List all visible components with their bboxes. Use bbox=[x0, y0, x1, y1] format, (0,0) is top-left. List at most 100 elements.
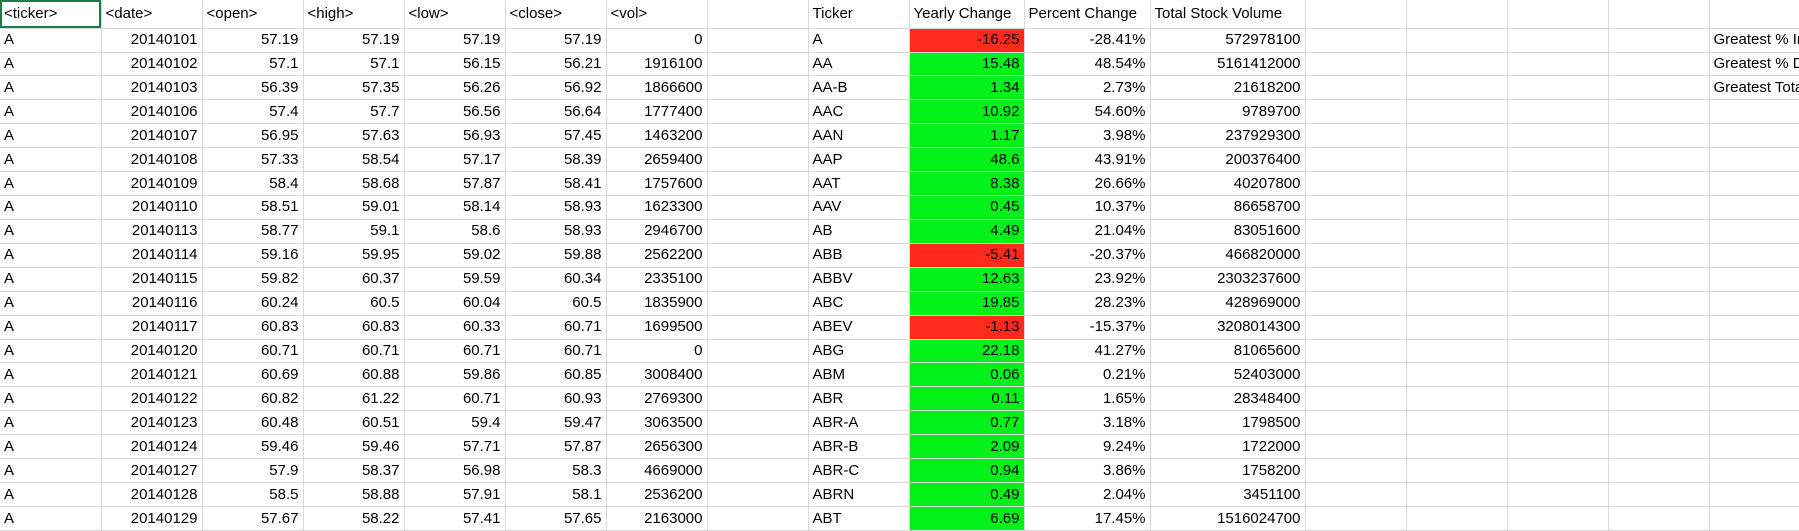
raw-data-cell[interactable]: 57.1 bbox=[202, 52, 304, 77]
raw-data-cell[interactable]: A bbox=[0, 362, 102, 388]
raw-data-cell[interactable]: 56.15 bbox=[404, 52, 506, 77]
empty-cell[interactable] bbox=[1406, 386, 1508, 412]
empty-cell[interactable] bbox=[1608, 410, 1710, 436]
raw-data-cell[interactable]: 56.21 bbox=[505, 52, 607, 77]
empty-cell[interactable] bbox=[707, 28, 809, 53]
percent-change-cell[interactable]: 2.04% bbox=[1024, 482, 1151, 508]
raw-data-cell[interactable]: 57.33 bbox=[202, 147, 304, 173]
empty-cell[interactable] bbox=[1608, 434, 1710, 460]
raw-data-cell[interactable]: 60.24 bbox=[202, 291, 304, 316]
percent-change-cell[interactable]: 1.65% bbox=[1024, 386, 1151, 412]
empty-cell[interactable] bbox=[1305, 291, 1407, 316]
yearly-change-cell[interactable]: 4.49 bbox=[909, 219, 1025, 244]
empty-cell[interactable] bbox=[1608, 123, 1710, 149]
summary-column-header[interactable]: Ticker bbox=[808, 0, 910, 29]
empty-cell[interactable] bbox=[1709, 362, 1799, 388]
empty-cell[interactable] bbox=[1305, 386, 1407, 412]
summary-ticker-cell[interactable]: ABM bbox=[808, 362, 910, 388]
total-volume-cell[interactable]: 81065600 bbox=[1150, 339, 1306, 364]
raw-data-cell[interactable]: 59.16 bbox=[202, 243, 304, 268]
raw-data-cell[interactable]: 2562200 bbox=[606, 243, 708, 268]
raw-data-cell[interactable]: A bbox=[0, 482, 102, 508]
summary-ticker-cell[interactable]: ABBV bbox=[808, 267, 910, 292]
yearly-change-cell[interactable]: 10.92 bbox=[909, 99, 1025, 125]
raw-data-cell[interactable]: A bbox=[0, 410, 102, 436]
raw-data-cell[interactable]: 58.4 bbox=[202, 171, 304, 197]
total-volume-cell[interactable]: 1516024700 bbox=[1150, 506, 1306, 531]
raw-data-cell[interactable]: 57.87 bbox=[404, 171, 506, 197]
empty-cell[interactable] bbox=[1507, 339, 1609, 364]
raw-data-cell[interactable]: 59.59 bbox=[404, 267, 506, 292]
empty-cell[interactable] bbox=[1709, 458, 1799, 484]
raw-column-header[interactable]: <ticker> bbox=[0, 0, 102, 29]
yearly-change-cell[interactable]: 48.6 bbox=[909, 147, 1025, 173]
empty-cell[interactable] bbox=[1507, 458, 1609, 484]
empty-cell[interactable] bbox=[707, 410, 809, 436]
raw-data-cell[interactable]: 59.01 bbox=[303, 195, 405, 220]
raw-data-cell[interactable]: A bbox=[0, 99, 102, 125]
empty-cell[interactable] bbox=[1507, 219, 1609, 244]
empty-cell[interactable] bbox=[1709, 195, 1799, 220]
raw-data-cell[interactable]: 57.19 bbox=[505, 28, 607, 53]
empty-cell[interactable] bbox=[1608, 99, 1710, 125]
yearly-change-cell[interactable]: 0.49 bbox=[909, 482, 1025, 508]
percent-change-cell[interactable]: -20.37% bbox=[1024, 243, 1151, 268]
raw-data-cell[interactable]: 58.77 bbox=[202, 219, 304, 244]
raw-data-cell[interactable]: 59.86 bbox=[404, 362, 506, 388]
empty-cell[interactable] bbox=[1406, 315, 1508, 340]
empty-cell[interactable] bbox=[707, 0, 809, 29]
empty-cell[interactable] bbox=[1608, 147, 1710, 173]
empty-cell[interactable] bbox=[1305, 267, 1407, 292]
summary-ticker-cell[interactable]: ABEV bbox=[808, 315, 910, 340]
raw-data-cell[interactable]: 60.71 bbox=[505, 315, 607, 340]
raw-data-cell[interactable]: 59.02 bbox=[404, 243, 506, 268]
total-volume-cell[interactable]: 1758200 bbox=[1150, 458, 1306, 484]
empty-cell[interactable] bbox=[1507, 267, 1609, 292]
total-volume-cell[interactable]: 1722000 bbox=[1150, 434, 1306, 460]
raw-data-cell[interactable]: 20140117 bbox=[101, 315, 203, 340]
raw-data-cell[interactable]: 57.9 bbox=[202, 458, 304, 484]
raw-data-cell[interactable]: 58.39 bbox=[505, 147, 607, 173]
raw-data-cell[interactable]: 58.41 bbox=[505, 171, 607, 197]
raw-data-cell[interactable]: 61.22 bbox=[303, 386, 405, 412]
empty-cell[interactable] bbox=[707, 147, 809, 173]
raw-data-cell[interactable]: A bbox=[0, 458, 102, 484]
yearly-change-cell[interactable]: 22.18 bbox=[909, 339, 1025, 364]
yearly-change-cell[interactable]: 1.17 bbox=[909, 123, 1025, 149]
empty-cell[interactable] bbox=[1406, 171, 1508, 197]
empty-cell[interactable] bbox=[1507, 386, 1609, 412]
raw-data-cell[interactable]: 56.98 bbox=[404, 458, 506, 484]
empty-cell[interactable] bbox=[1305, 123, 1407, 149]
empty-cell[interactable] bbox=[707, 291, 809, 316]
raw-data-cell[interactable]: 20140127 bbox=[101, 458, 203, 484]
summary-ticker-cell[interactable]: AAN bbox=[808, 123, 910, 149]
empty-cell[interactable] bbox=[1305, 0, 1407, 29]
raw-data-cell[interactable]: A bbox=[0, 171, 102, 197]
raw-data-cell[interactable]: 57.19 bbox=[202, 28, 304, 53]
raw-data-cell[interactable]: 2659400 bbox=[606, 147, 708, 173]
raw-column-header[interactable]: <open> bbox=[202, 0, 304, 29]
yearly-change-cell[interactable]: 0.94 bbox=[909, 458, 1025, 484]
total-volume-cell[interactable]: 3451100 bbox=[1150, 482, 1306, 508]
empty-cell[interactable] bbox=[1305, 434, 1407, 460]
empty-cell[interactable] bbox=[1507, 28, 1609, 53]
raw-data-cell[interactable]: 20140109 bbox=[101, 171, 203, 197]
raw-data-cell[interactable]: A bbox=[0, 291, 102, 316]
raw-data-cell[interactable]: 20140113 bbox=[101, 219, 203, 244]
yearly-change-cell[interactable]: 0.77 bbox=[909, 410, 1025, 436]
yearly-change-cell[interactable]: 15.48 bbox=[909, 52, 1025, 77]
raw-data-cell[interactable]: 60.71 bbox=[202, 339, 304, 364]
raw-data-cell[interactable]: 2335100 bbox=[606, 267, 708, 292]
raw-data-cell[interactable]: 60.37 bbox=[303, 267, 405, 292]
empty-cell[interactable] bbox=[1305, 75, 1407, 101]
raw-data-cell[interactable]: 4669000 bbox=[606, 458, 708, 484]
raw-data-cell[interactable]: 1463200 bbox=[606, 123, 708, 149]
raw-data-cell[interactable]: 60.71 bbox=[303, 339, 405, 364]
raw-data-cell[interactable]: 20140102 bbox=[101, 52, 203, 77]
empty-cell[interactable] bbox=[1406, 243, 1508, 268]
empty-cell[interactable] bbox=[707, 219, 809, 244]
raw-data-cell[interactable]: 60.34 bbox=[505, 267, 607, 292]
total-volume-cell[interactable]: 21618200 bbox=[1150, 75, 1306, 101]
raw-data-cell[interactable]: 58.93 bbox=[505, 219, 607, 244]
raw-data-cell[interactable]: 20140110 bbox=[101, 195, 203, 220]
